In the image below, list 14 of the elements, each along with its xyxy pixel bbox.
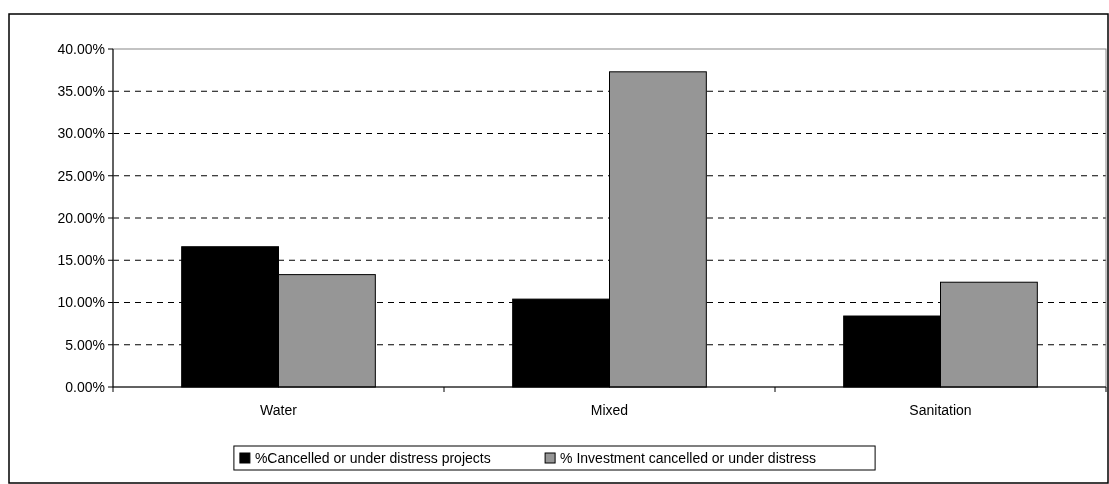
legend-label: %Cancelled or under distress projects [254, 449, 491, 466]
y-tick-label: 15.00% [57, 252, 105, 269]
y-tick-label: 35.00% [57, 83, 105, 100]
x-tick-label: Sanitation [909, 402, 972, 418]
x-tick-label: Mixed [590, 402, 629, 418]
y-tick-label: 5.00% [65, 336, 105, 353]
y-tick-label: 20.00% [57, 209, 105, 226]
y-tick-label: 30.00% [57, 125, 105, 142]
y-tick-label: 0.00% [65, 378, 105, 395]
y-tick-label: 10.00% [57, 294, 105, 311]
y-tick-label: 25.00% [57, 167, 105, 184]
x-tick-label: Water [260, 402, 298, 418]
legend-label: % Investment cancelled or under distress [560, 449, 817, 466]
y-tick-label: 40.00% [57, 40, 105, 57]
